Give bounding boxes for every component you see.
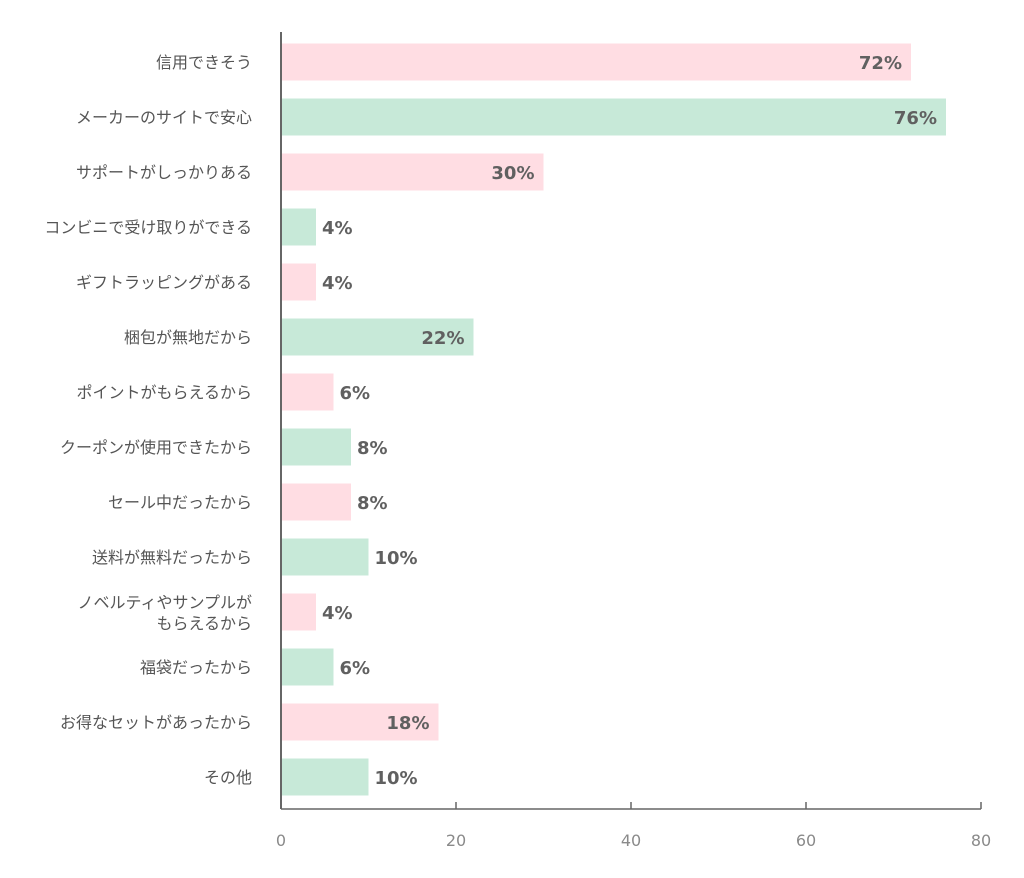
x-tick-label-4: 80: [971, 831, 991, 850]
category-label-5: 梱包が無地だから: [124, 328, 252, 347]
bar-7: [281, 428, 351, 466]
category-label-3: コンビニで受け取りができる: [44, 218, 252, 237]
bar-3: [281, 208, 316, 246]
bar-2: [281, 153, 544, 191]
x-tick-label-2: 40: [621, 831, 641, 850]
value-label-6: 6%: [340, 383, 371, 404]
bar-8: [281, 483, 351, 521]
category-label-4: ギフトラッピングがある: [76, 273, 252, 292]
bar-5: [281, 318, 474, 356]
bar-4: [281, 263, 316, 301]
value-label-0: 72%: [859, 53, 902, 74]
value-label-13: 10%: [375, 768, 418, 789]
x-tick-label-0: 0: [276, 831, 286, 850]
value-label-7: 8%: [357, 438, 388, 459]
category-label-12: お得なセットがあったから: [60, 713, 252, 732]
value-label-4: 4%: [322, 273, 353, 294]
x-tick-label-3: 60: [796, 831, 816, 850]
value-label-2: 30%: [491, 163, 534, 184]
category-label-8: セール中だったから: [108, 493, 252, 512]
value-label-11: 6%: [340, 658, 371, 679]
category-label-10: ノベルティやサンプルがもらえるから: [77, 593, 252, 633]
value-label-3: 4%: [322, 218, 353, 239]
value-label-12: 18%: [386, 713, 429, 734]
value-label-9: 10%: [375, 548, 418, 569]
category-label-2: サポートがしっかりある: [76, 163, 252, 182]
category-label-9: 送料が無料だったから: [92, 548, 252, 567]
bar-12: [281, 703, 439, 741]
category-label-0: 信用できそう: [156, 53, 252, 72]
category-label-1: メーカーのサイトで安心: [76, 108, 252, 127]
value-label-5: 22%: [421, 328, 464, 349]
value-label-8: 8%: [357, 493, 388, 514]
bar-13: [281, 758, 369, 796]
x-tick-label-1: 20: [446, 831, 466, 850]
category-label-7: クーポンが使用できたから: [60, 438, 252, 457]
value-label-1: 76%: [894, 108, 937, 129]
bar-6: [281, 373, 334, 411]
category-label-11: 福袋だったから: [140, 658, 252, 677]
value-label-10: 4%: [322, 603, 353, 624]
bar-9: [281, 538, 369, 576]
bar-11: [281, 648, 334, 686]
category-label-13: その他: [204, 768, 252, 787]
bar-0: [281, 43, 911, 81]
bar-1: [281, 98, 946, 136]
bar-10: [281, 593, 316, 631]
category-label-6: ポイントがもらえるから: [76, 383, 252, 402]
